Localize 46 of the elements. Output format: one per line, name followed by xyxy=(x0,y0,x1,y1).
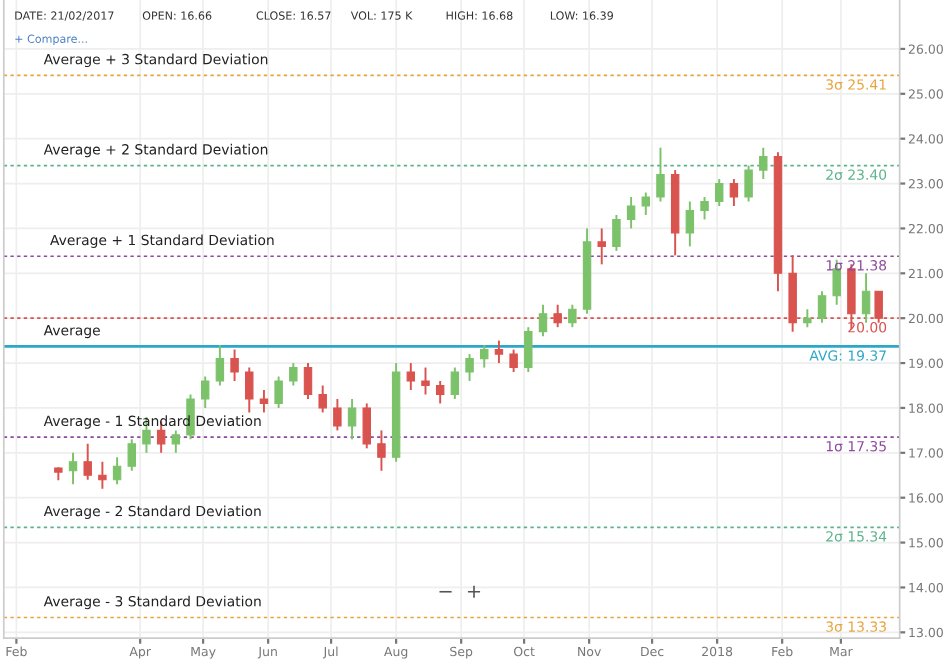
annotation: + xyxy=(467,585,481,598)
candlestick xyxy=(421,366,430,396)
candlestick xyxy=(347,398,357,441)
candlestick xyxy=(861,272,871,324)
candlestick xyxy=(215,344,225,387)
candlestick xyxy=(509,348,518,374)
candlestick xyxy=(171,429,181,454)
candlestick xyxy=(303,362,313,400)
candlestick xyxy=(641,191,651,216)
candlestick xyxy=(626,196,636,230)
candlestick xyxy=(98,460,107,490)
candlestick xyxy=(289,362,298,387)
candlestick xyxy=(538,303,548,338)
candlestick xyxy=(817,290,827,324)
candlestick xyxy=(318,384,327,414)
candlestick xyxy=(362,402,371,450)
candlestick xyxy=(435,380,445,405)
candlestick xyxy=(245,366,254,414)
candlestick xyxy=(200,375,210,409)
candlestick xyxy=(127,438,136,472)
annotation: − xyxy=(439,590,452,593)
candlestick xyxy=(685,200,695,248)
candlestick xyxy=(729,178,739,207)
candlestick xyxy=(480,344,489,369)
candlestick xyxy=(700,196,709,221)
candlestick xyxy=(714,178,724,207)
candlestick xyxy=(377,429,386,472)
candlestick xyxy=(524,326,533,374)
candlestick xyxy=(759,146,768,181)
candlestick xyxy=(112,456,122,486)
candlestick xyxy=(656,146,665,203)
candlestick xyxy=(450,366,460,400)
candlestick xyxy=(274,375,283,409)
candlestick xyxy=(494,339,504,365)
candlestick xyxy=(83,442,92,481)
candlestick xyxy=(744,164,753,203)
candlestick xyxy=(597,227,606,266)
candlestick xyxy=(68,451,78,486)
candlestick xyxy=(259,389,269,414)
candlestick xyxy=(406,362,416,391)
candlestick xyxy=(230,348,239,382)
candlestick xyxy=(465,353,474,382)
candlestick xyxy=(568,303,577,329)
candlestick xyxy=(186,393,195,441)
candlestick xyxy=(612,214,621,252)
candlestick xyxy=(333,398,342,432)
